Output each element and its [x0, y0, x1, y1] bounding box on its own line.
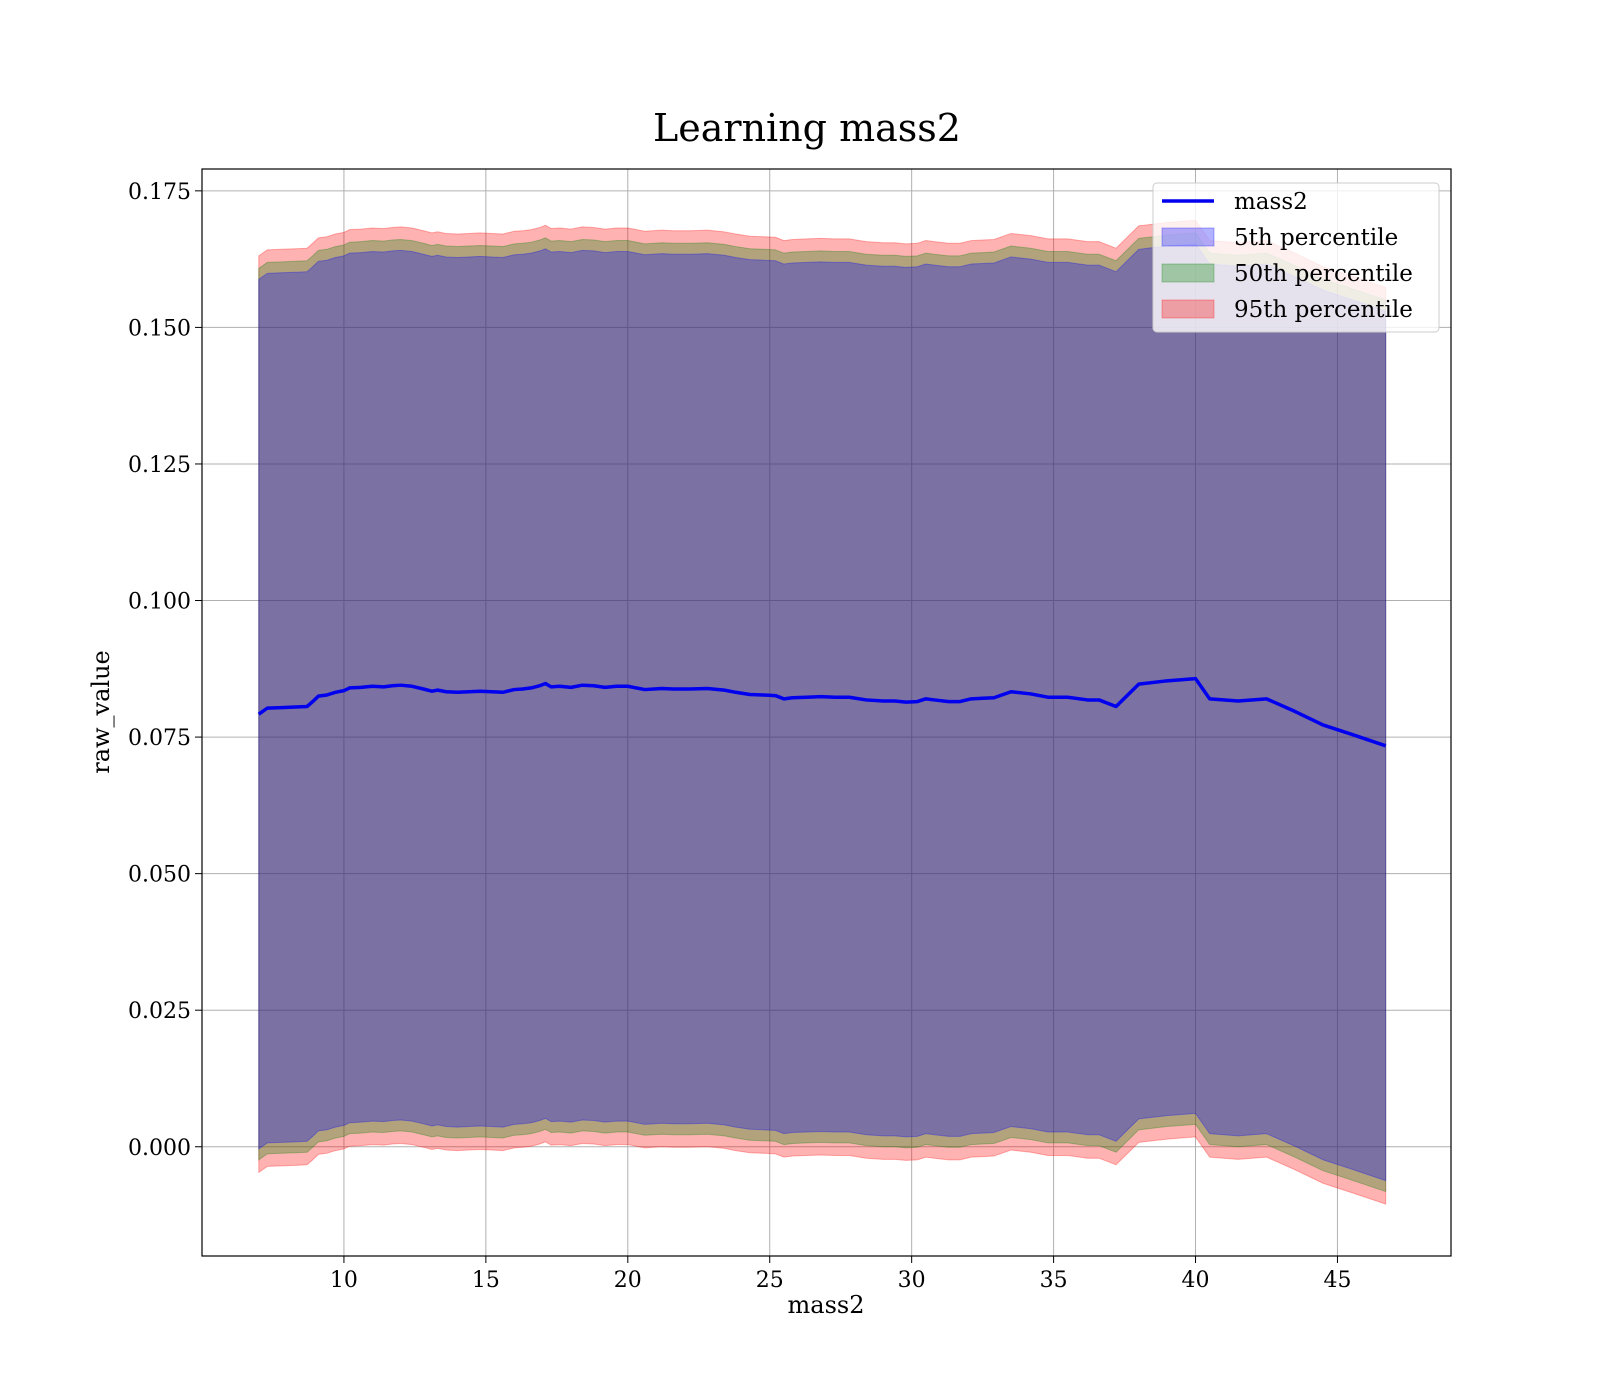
band-5th-percentile — [258, 243, 1387, 1182]
x-axis-label: mass2 — [788, 1291, 865, 1319]
x-tick-label: 30 — [898, 1268, 926, 1293]
x-tick-label: 40 — [1182, 1268, 1210, 1293]
plot-frame — [201, 168, 1452, 1257]
y-tick-label: 0.100 — [128, 590, 191, 615]
legend-label-5th: 5th percentile — [1234, 225, 1398, 251]
x-tick-label: 15 — [472, 1268, 500, 1293]
legend-label-mass2: mass2 — [1234, 189, 1308, 215]
band-50th-percentile — [258, 232, 1387, 1193]
y-tick-label: 0.150 — [128, 316, 191, 341]
x-tick-label: 35 — [1040, 1268, 1068, 1293]
legend-swatch-95th — [1161, 299, 1215, 319]
y-tick-label: 0.025 — [128, 999, 191, 1024]
x-tick-label: 20 — [614, 1268, 642, 1293]
x-tick-label: 25 — [756, 1268, 784, 1293]
y-tick-label: 0.075 — [128, 726, 191, 751]
legend-label-95th: 95th percentile — [1234, 297, 1413, 323]
grid-layer — [202, 169, 1451, 1256]
series-line-mass2 — [257, 676, 1387, 748]
band-layer — [258, 219, 1387, 1205]
x-tick-label: 45 — [1323, 1268, 1351, 1293]
y-tick-label: 0.000 — [128, 1136, 191, 1161]
legend: mass2 5th percentile 50th percentile 95t… — [1152, 182, 1440, 333]
legend-swatch-50th — [1161, 263, 1215, 283]
y-tick-label: 0.175 — [128, 180, 191, 205]
y-ticks: 0.000 0.025 0.050 0.075 0.100 0.125 0.150 0.175 — [128, 180, 202, 1161]
y-tick-label: 0.050 — [128, 863, 191, 888]
chart-title: Learning mass2 — [653, 106, 961, 150]
band-95th-percentile — [258, 219, 1387, 1205]
legend-label-50th: 50th percentile — [1234, 261, 1413, 287]
legend-swatch-5th — [1161, 227, 1215, 247]
y-axis-label: raw_value — [87, 650, 115, 774]
y-tick-label: 0.125 — [128, 453, 191, 478]
x-tick-label: 10 — [330, 1268, 358, 1293]
x-ticks: 10 15 20 25 30 35 40 45 — [330, 1256, 1351, 1293]
legend-box — [1152, 182, 1440, 333]
line-layer — [257, 676, 1387, 748]
